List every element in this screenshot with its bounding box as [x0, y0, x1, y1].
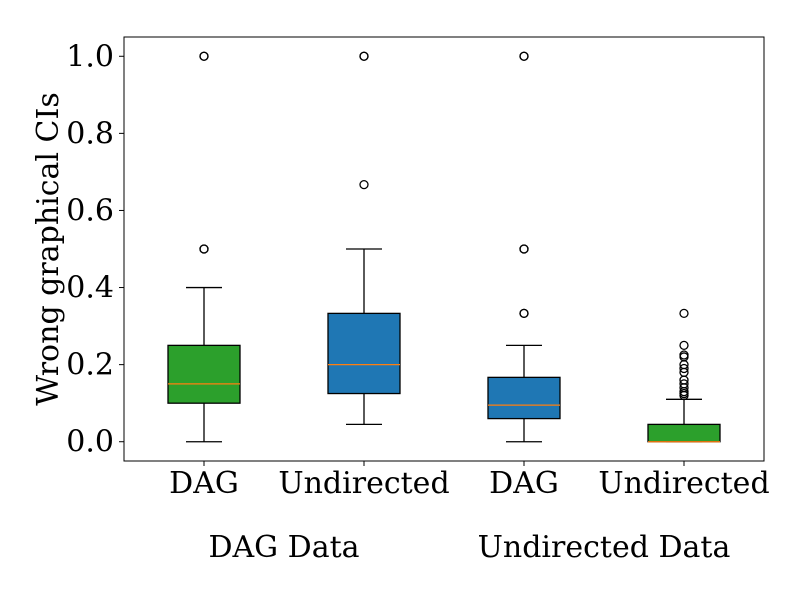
outlier-point	[679, 350, 689, 360]
box-3	[487, 51, 561, 443]
y-tick-label: 0.2	[66, 348, 114, 383]
box-2	[327, 51, 401, 426]
x-tick-label: Undirected	[598, 466, 769, 501]
group-labels: DAG Data Undirected Data	[208, 530, 730, 565]
group-label: Undirected Data	[478, 530, 731, 565]
outlier-point	[519, 308, 529, 319]
box-1	[167, 51, 241, 443]
outlier-point	[199, 244, 209, 254]
outlier-point	[679, 363, 689, 374]
y-tick-label: 0.6	[66, 193, 114, 228]
x-tick-label: DAG	[489, 466, 559, 501]
outlier-point	[679, 340, 689, 351]
outlier-point	[359, 179, 369, 190]
y-tick-label: 0.8	[66, 116, 114, 151]
y-tick-label: 0.4	[66, 271, 114, 306]
x-tick-label: DAG	[169, 466, 239, 501]
box-iqr	[167, 344, 241, 404]
group-label: DAG Data	[208, 530, 359, 565]
outlier-point	[679, 308, 689, 319]
axes-frame	[123, 36, 765, 462]
box-iqr	[487, 376, 561, 420]
y-tick-label: 0.0	[66, 425, 114, 460]
x-axis: DAG Undirected DAG Undirected	[169, 461, 770, 501]
outlier-point	[519, 244, 529, 254]
outlier-point	[519, 51, 529, 61]
box-series	[167, 51, 721, 443]
outlier-point	[199, 51, 209, 61]
outlier-point	[679, 379, 689, 389]
y-axis: 0.0 0.2 0.4 0.6 0.8 1.0	[66, 39, 124, 460]
box-iqr	[327, 312, 401, 395]
box-iqr	[647, 423, 721, 443]
box-4	[647, 308, 721, 443]
outlier-point	[359, 51, 369, 61]
y-tick-label: 1.0	[66, 39, 114, 74]
y-axis-title: Wrong graphical CIs	[31, 92, 66, 406]
x-tick-label: Undirected	[278, 466, 449, 501]
